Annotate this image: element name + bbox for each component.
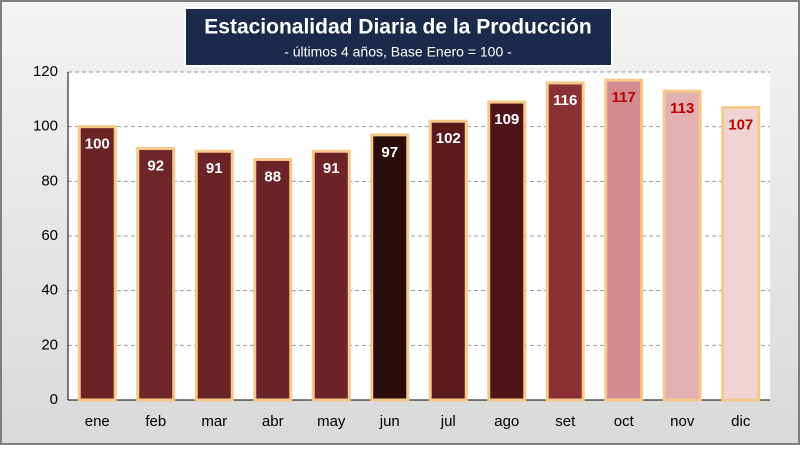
- x-tick-label: set: [555, 413, 576, 430]
- bar: [721, 106, 761, 402]
- x-tick-label: jun: [379, 413, 400, 430]
- value-label: 109: [494, 111, 519, 128]
- value-label: 100: [85, 136, 110, 153]
- y-tick-label: 40: [41, 282, 58, 299]
- value-label: 88: [264, 168, 281, 185]
- title-box: [184, 7, 613, 67]
- chart-title: Estacionalidad Diaria de la Producción: [204, 16, 591, 39]
- value-label: 113: [670, 100, 694, 117]
- x-tick-label: dic: [731, 413, 751, 430]
- bar: [77, 125, 117, 402]
- x-tick-label: nov: [670, 413, 695, 430]
- x-tick-label: feb: [145, 413, 166, 430]
- x-tick-label: may: [317, 413, 346, 430]
- x-tick-label: mar: [201, 413, 227, 430]
- bar: [253, 157, 293, 402]
- value-label: 116: [553, 92, 577, 109]
- y-tick-label: 60: [41, 227, 58, 244]
- value-label: 97: [381, 144, 398, 161]
- value-label: 91: [206, 160, 223, 177]
- value-label: 107: [728, 117, 753, 134]
- value-label: 102: [436, 130, 461, 147]
- x-tick-label: abr: [262, 413, 284, 430]
- x-tick-label: jul: [440, 413, 456, 430]
- y-tick-label: 100: [33, 118, 58, 135]
- y-tick-label: 120: [33, 63, 58, 80]
- x-tick-label: oct: [614, 413, 635, 430]
- y-tick-label: 0: [50, 391, 58, 408]
- value-label: 92: [147, 158, 164, 175]
- bar: [311, 149, 351, 402]
- bar: [487, 100, 527, 402]
- x-tick-label: ene: [85, 413, 110, 430]
- chart-subtitle: - últimos 4 años, Base Enero = 100 -: [284, 44, 512, 60]
- bar: [604, 78, 644, 402]
- value-label: 91: [323, 160, 340, 177]
- bar: [662, 89, 702, 402]
- bar: [428, 119, 468, 402]
- bar: [136, 147, 176, 402]
- value-label: 117: [612, 89, 636, 106]
- bar: [545, 81, 585, 402]
- x-tick-label: ago: [494, 413, 519, 430]
- y-tick-label: 20: [41, 336, 58, 353]
- y-tick-label: 80: [41, 172, 58, 189]
- bar: [370, 133, 410, 402]
- bar: [194, 149, 234, 402]
